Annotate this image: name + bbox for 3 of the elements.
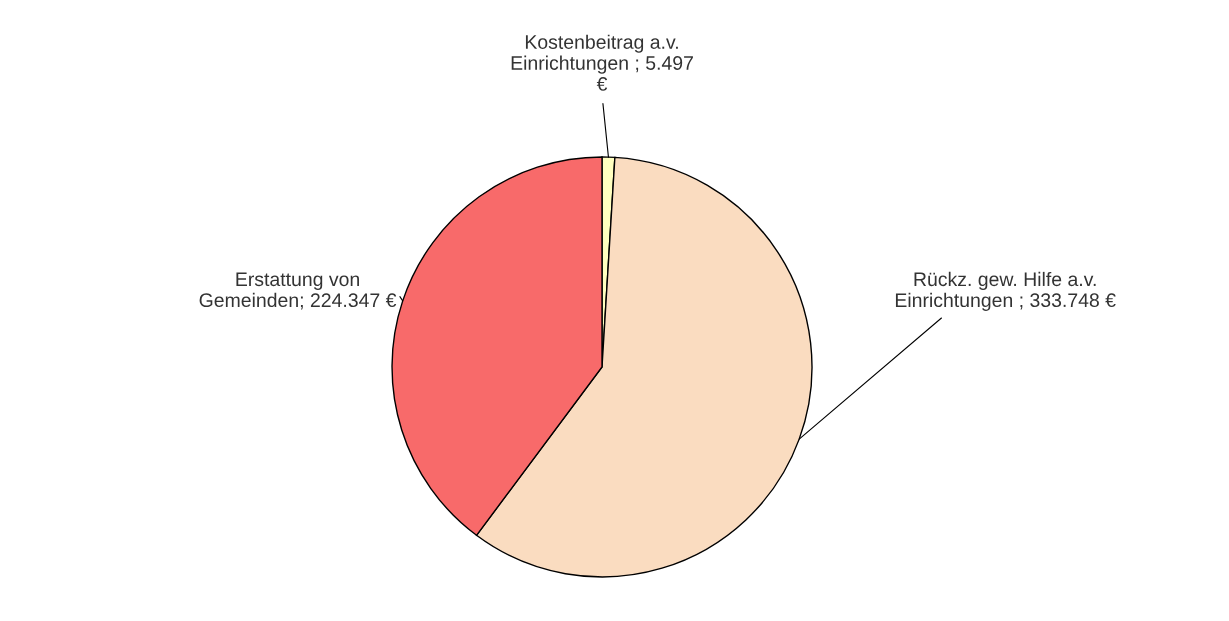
slice-label: Erstattung von Gemeinden; 224.347 € [199, 272, 397, 310]
slice-label: Kostenbeitrag a.v. Einrichtungen ; 5.497 € [511, 34, 693, 91]
slice-label: Rückz. gew. Hilfe a.v. Einrichtungen ; 333.748 € [895, 271, 1116, 311]
